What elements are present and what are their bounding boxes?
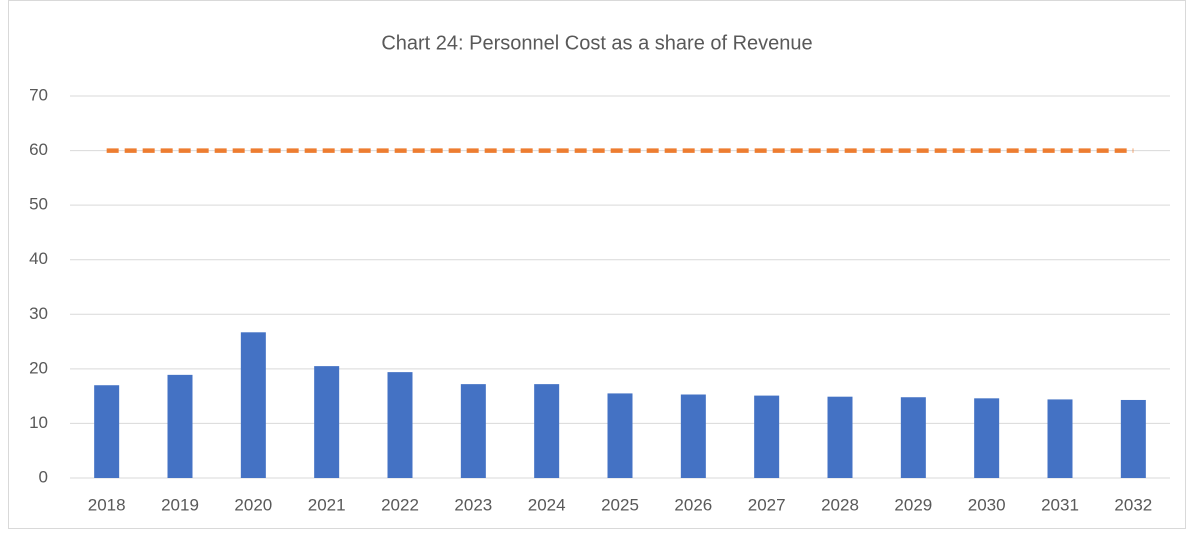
bar — [1047, 399, 1073, 478]
y-tick-label: 60 — [29, 140, 48, 159]
x-tick-label: 2027 — [748, 495, 786, 514]
bar — [387, 372, 413, 478]
bar — [974, 398, 1000, 478]
x-tick-label: 2031 — [1041, 495, 1079, 514]
bar — [1120, 399, 1146, 478]
x-tick-label: 2019 — [161, 495, 199, 514]
x-tick-label: 2018 — [88, 495, 126, 514]
bar — [827, 396, 853, 478]
y-tick-label: 50 — [29, 195, 48, 214]
chart-title: Chart 24: Personnel Cost as a share of R… — [381, 32, 812, 54]
x-tick-label: 2021 — [308, 495, 346, 514]
x-tick-label: 2023 — [454, 495, 492, 514]
x-tick-label: 2025 — [601, 495, 639, 514]
bar — [314, 366, 340, 478]
y-tick-label: 10 — [29, 413, 48, 432]
bar — [94, 385, 120, 478]
y-tick-label: 40 — [29, 249, 48, 268]
y-tick-label: 30 — [29, 304, 48, 323]
bar — [680, 394, 706, 478]
x-tick-label: 2020 — [234, 495, 272, 514]
y-tick-label: 20 — [29, 358, 48, 377]
bar — [534, 384, 560, 478]
x-tick-label: 2026 — [674, 495, 712, 514]
bar — [900, 397, 926, 478]
bar — [754, 395, 780, 478]
x-tick-label: 2024 — [528, 495, 566, 514]
bar — [460, 384, 486, 478]
x-tick-label: 2029 — [894, 495, 932, 514]
y-tick-label: 0 — [39, 467, 48, 486]
x-tick-label: 2028 — [821, 495, 859, 514]
x-tick-label: 2032 — [1114, 495, 1152, 514]
bar — [240, 332, 266, 478]
y-tick-label: 70 — [29, 85, 48, 104]
x-tick-label: 2022 — [381, 495, 419, 514]
bar — [167, 374, 193, 478]
bar — [607, 393, 633, 478]
x-tick-label: 2030 — [968, 495, 1006, 514]
